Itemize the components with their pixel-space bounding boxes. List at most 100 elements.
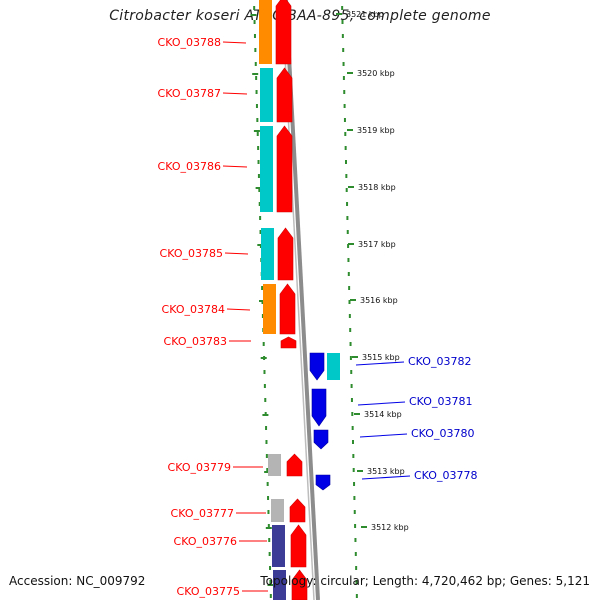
- tick-rail-right: [353, 496, 356, 500]
- tick-rail-right: [350, 370, 353, 374]
- tick-rail-left: [268, 552, 271, 556]
- cog-block: [271, 499, 284, 522]
- major-tick: [348, 243, 354, 245]
- tick-rail-right: [348, 314, 351, 318]
- gene-label-reverse: CKO_03780: [411, 427, 474, 440]
- cog-block: [273, 570, 286, 600]
- gene-label-reverse: CKO_03782: [408, 355, 471, 368]
- cog-block: [272, 525, 285, 567]
- tick-rail-left: [254, 62, 257, 66]
- major-tick: [350, 299, 356, 301]
- kbp-tick-label: 3515 kbp: [362, 353, 400, 362]
- gene-label-forward: CKO_03784: [162, 303, 225, 316]
- cog-block: [263, 284, 276, 334]
- tick-rail-right: [346, 216, 349, 220]
- gene-leader-line: [224, 252, 249, 255]
- tick-rail-right: [354, 552, 357, 556]
- cog-block: [327, 353, 340, 380]
- tick-rail-right: [345, 160, 347, 164]
- tick-rail-right: [352, 454, 355, 458]
- gene-label-forward: CKO_03775: [177, 585, 240, 598]
- reverse-gene-arrow: [313, 429, 329, 450]
- tick-rail-right: [355, 580, 358, 584]
- tick-rail-left: [256, 118, 259, 122]
- major-tick: [348, 186, 354, 188]
- tick-rail-left: [265, 454, 268, 458]
- kbp-tick-label: 3519 kbp: [357, 126, 395, 135]
- tick-rail-left: [267, 510, 270, 514]
- tick-rail-left: [264, 398, 267, 402]
- tick-rail-left: [269, 594, 272, 598]
- tick-rail-left: [255, 76, 258, 80]
- gene-leader-line: [361, 475, 411, 480]
- tick-rail-right: [353, 510, 356, 514]
- forward-gene-arrow: [276, 67, 293, 123]
- tick-rail-right: [345, 188, 348, 192]
- tick-rail-right: [351, 426, 354, 430]
- gene-label-reverse: CKO_03781: [409, 395, 472, 408]
- tick-rail-left: [253, 34, 256, 38]
- tick-rail-left: [258, 188, 261, 192]
- tick-rail-right: [344, 132, 347, 136]
- cog-block: [260, 126, 273, 212]
- major-tick: [347, 129, 353, 131]
- gene-label-forward: CKO_03787: [158, 87, 221, 100]
- tick-rail-right: [354, 524, 357, 528]
- tick-rail-left: [269, 566, 272, 570]
- tick-rail-left: [261, 314, 264, 318]
- tick-rail-right: [342, 48, 345, 52]
- major-tick: [262, 414, 269, 416]
- gene-leader-line: [222, 92, 248, 95]
- tick-rail-right: [346, 230, 349, 234]
- tick-rail-left: [255, 104, 258, 108]
- tick-rail-left: [257, 146, 260, 150]
- gene-leader-line: [222, 165, 248, 168]
- reverse-gene-arrow: [315, 474, 331, 491]
- tick-rail-left: [269, 580, 272, 584]
- tick-rail-left: [257, 174, 260, 178]
- tick-rail-right: [349, 356, 352, 360]
- tick-rail-left: [265, 426, 268, 430]
- tick-rail-right: [347, 258, 350, 262]
- tick-rail-right: [346, 202, 349, 206]
- major-tick: [267, 584, 274, 586]
- forward-gene-arrow: [290, 524, 307, 568]
- gene-leader-line: [359, 433, 408, 438]
- reverse-gene-arrow: [311, 388, 327, 427]
- major-tick: [347, 72, 353, 74]
- tick-rail-left: [265, 440, 268, 444]
- major-tick: [265, 527, 272, 529]
- tick-rail-right: [342, 62, 345, 66]
- tick-rail-left: [263, 384, 266, 388]
- kbp-tick-label: 3512 kbp: [371, 523, 409, 532]
- tick-rail-left: [253, 6, 256, 10]
- major-tick: [361, 526, 367, 528]
- tick-rail-right: [355, 566, 358, 570]
- tick-rail-right: [351, 412, 354, 416]
- tick-rail-left: [266, 468, 269, 472]
- forward-gene-arrow: [280, 336, 297, 349]
- major-tick: [255, 187, 262, 189]
- major-tick: [259, 300, 265, 302]
- forward-gene-arrow: [276, 125, 293, 213]
- kbp-tick-label: 3516 kbp: [360, 296, 398, 305]
- gene-leader-line: [355, 361, 405, 366]
- topology-text: Topology: circular; Length: 4,720,462 bp…: [260, 574, 590, 588]
- tick-rail-left: [255, 90, 258, 94]
- tick-rail-right: [352, 468, 355, 472]
- kbp-tick-label: 3520 kbp: [357, 69, 395, 78]
- tick-rail-right: [348, 286, 351, 290]
- tick-rail-right: [348, 300, 351, 304]
- cog-block: [259, 0, 272, 64]
- tick-rail-right: [347, 272, 350, 276]
- tick-rail-right: [344, 146, 347, 150]
- gene-label-forward: CKO_03785: [160, 247, 223, 260]
- major-tick: [352, 356, 358, 358]
- reverse-gene-arrow: [309, 352, 325, 381]
- tick-rail-left: [262, 342, 265, 346]
- gene-label-forward: CKO_03786: [158, 160, 221, 173]
- accession-text: Accession: NC_009792: [9, 574, 146, 588]
- tick-rail-left: [256, 132, 259, 136]
